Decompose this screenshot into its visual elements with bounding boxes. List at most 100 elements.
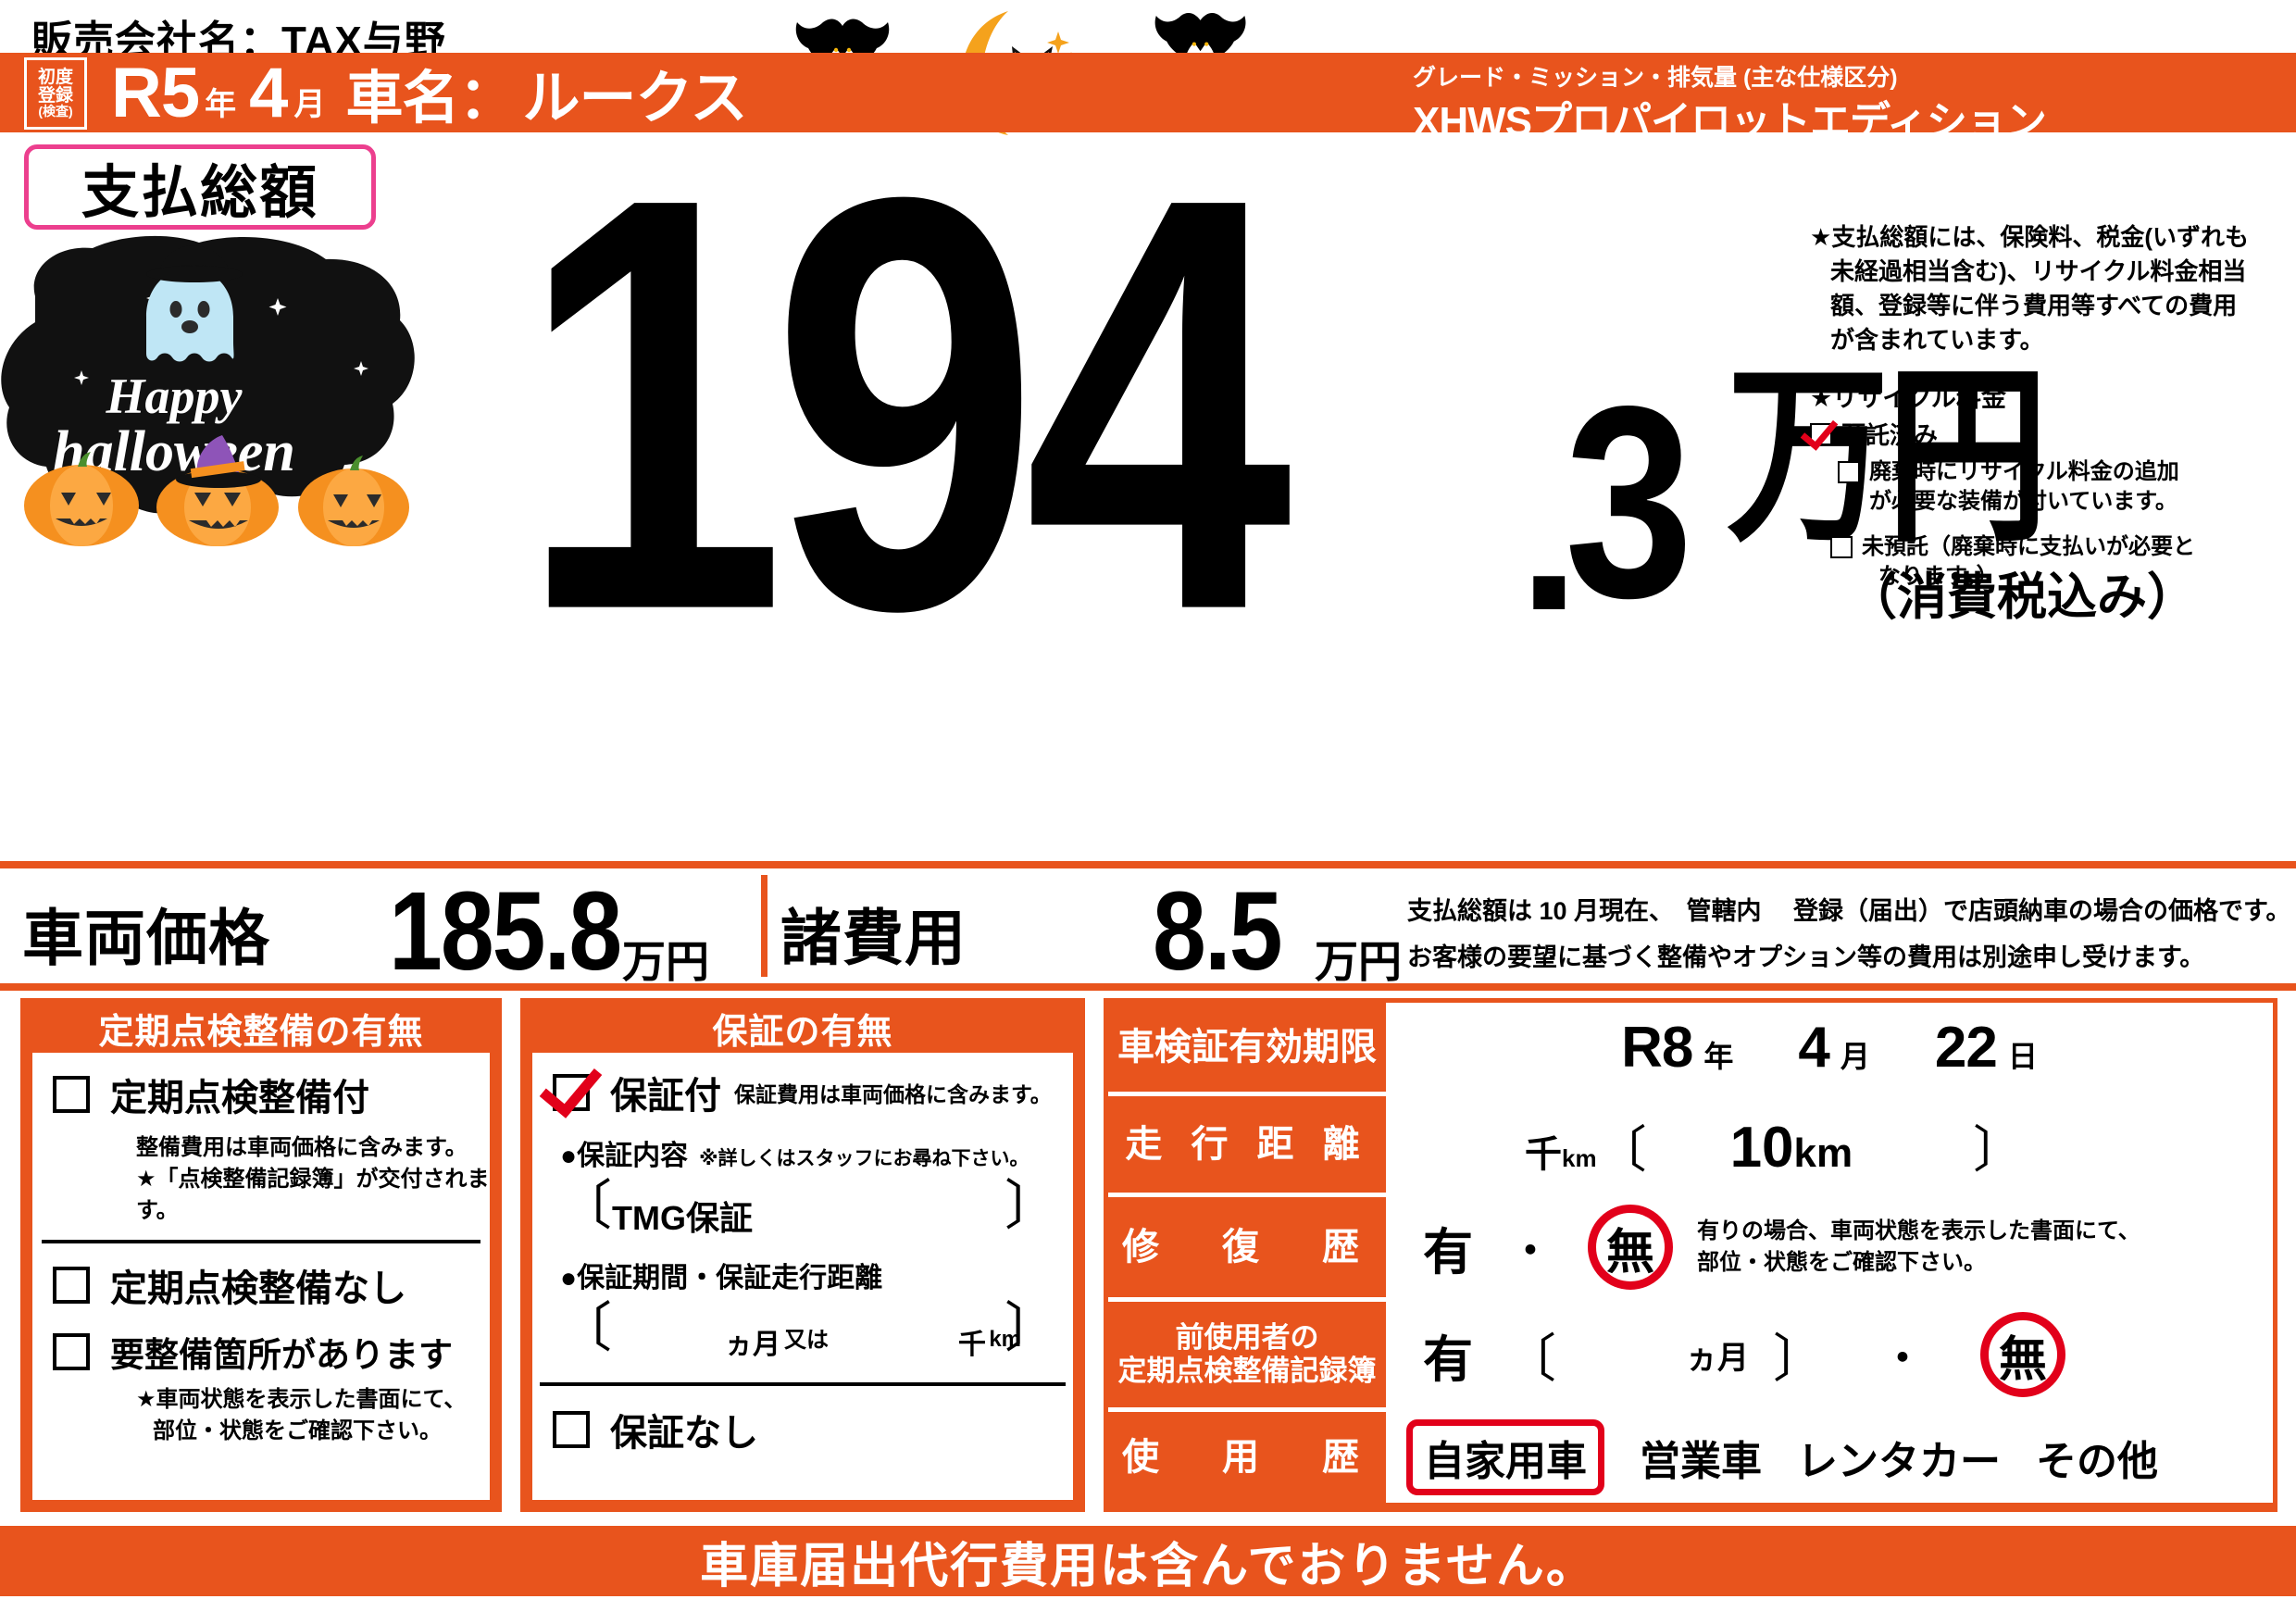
checkbox-icon-inspection-none[interactable]: [53, 1267, 90, 1305]
warranty-none-label: 保証なし: [610, 1413, 758, 1454]
inspection-option-needs-repair-label: 要整備箇所があります: [110, 1336, 453, 1375]
odometer-sen: 千: [1525, 1133, 1562, 1175]
inspection-option-with[interactable]: 定期点検整備付: [32, 1053, 490, 1121]
recycle-option-deposited[interactable]: 預託済み: [1810, 419, 2282, 452]
header-bar: [0, 53, 2296, 132]
shaken-value-cell: R8 年 4 月 22 日: [1386, 1003, 2273, 1092]
checkbox-icon-needs-repair[interactable]: [53, 1333, 90, 1371]
prev-owner-label: 前使用者の 定期点検整備記録簿: [1108, 1302, 1386, 1407]
warranty-or-label: 又は: [784, 1328, 829, 1353]
shaken-day: 22: [1934, 1015, 1998, 1080]
vehicle-price-value: 185.8: [389, 869, 622, 994]
repair-history-note: 有りの場合、車両状態を表示した書面にて、 部位・状態をご確認下さい。: [1697, 1216, 2140, 1278]
warranty-content-bullet: ●保証内容: [560, 1141, 689, 1171]
checkbox-icon-deposited[interactable]: [1810, 422, 1832, 445]
inspection-option-none[interactable]: 定期点検整備なし: [32, 1243, 490, 1312]
odometer-bracket-left: 〔: [1596, 1121, 1647, 1178]
warranty-option-with[interactable]: 保証付 保証費用は車両価格に含みます。: [532, 1053, 1073, 1119]
table-row-odometer: 走 行 距 離 千 km 〔 10 km 〕: [1108, 1096, 2273, 1193]
spec-divider-4: [1108, 1407, 2273, 1412]
note-line2: 未経過相当含む)、リサイクル料金相当: [1830, 256, 2247, 285]
note-line3: 額、登録等に伴う費用等すべての費用: [1830, 291, 2238, 319]
repair-note-line2: 部位・状態をご確認下さい。: [1697, 1250, 1986, 1275]
prev-owner-yes[interactable]: 有: [1423, 1331, 1473, 1388]
repair-note-line1: 有りの場合、車両状態を表示した書面にて、: [1697, 1218, 2140, 1244]
inspection-option-with-note: 整備費用は車両価格に含みます。 ★「点検整備記録簿」が交付されます。: [32, 1121, 490, 1227]
warranty-panel: 保証の有無 保証付 保証費用は車両価格に含みます。 ●保証内容 ※詳しくはスタッ…: [520, 998, 1085, 1512]
recycle-opt3-line1: 未預託（廃棄時に支払いが必要と: [1862, 533, 2195, 559]
shaken-year-unit: 年: [1703, 1039, 1734, 1073]
recycle-opt2-label: 廃棄時にリサイクル料金の追加 が必要な装備が付いています。: [1869, 457, 2179, 518]
pumpkins-icon: [24, 435, 409, 546]
warranty-content-row: ●保証内容 ※詳しくはスタッフにお尋ね下さい。: [532, 1119, 1073, 1173]
odometer-bracket-right: 〕: [1973, 1121, 2024, 1178]
fees-label: 諸費用: [780, 904, 967, 972]
checkbox-icon-extra-equipment[interactable]: [1838, 460, 1860, 483]
grade-block: グレード・ミッション・排気量 (主な仕様区分) XHWSプロパイロットエディショ…: [1283, 53, 2283, 144]
reg-month-unit: 月: [293, 87, 326, 122]
checkbox-icon-not-deposited[interactable]: [1830, 535, 1853, 558]
spec-divider-3: [1108, 1297, 2273, 1302]
total-price-dot: .: [1518, 408, 1580, 656]
registration-and-car-name: R5 年 4 月 車名： ルークス: [111, 48, 748, 137]
warranty-months-unit: ヵ月: [725, 1330, 780, 1360]
warranty-content-value: TMG保証: [612, 1199, 753, 1237]
odometer-value-cell: 千 km 〔 10 km 〕: [1386, 1096, 2273, 1193]
pay-total-badge: 支払総額: [24, 144, 376, 230]
inspection-divider: [42, 1240, 480, 1244]
usage-history-label: 使 用 歴: [1122, 1437, 1372, 1478]
prev-owner-label-line2: 定期点検整備記録簿: [1117, 1355, 1377, 1387]
inspection-needs-repair-note: ★車両状態を表示した書面にて、 部位・状態をご確認下さい。: [32, 1377, 490, 1447]
odometer-value: 千 km 〔 10 km 〕: [1386, 1108, 2273, 1181]
table-row-shaken: 車検証有効期限 R8 年 4 月 22 日: [1108, 1003, 2273, 1092]
badge-line3: (検査): [38, 104, 73, 119]
warranty-option-none[interactable]: 保証なし: [532, 1386, 1073, 1456]
checkbox-icon-inspection-with[interactable]: [53, 1076, 90, 1113]
divider-top: [0, 861, 2296, 868]
odometer-label: 走 行 距 離: [1125, 1124, 1369, 1165]
recycle-option-not-deposited[interactable]: 未預託（廃棄時に支払いが必要と なります。）: [1810, 532, 2282, 593]
note-star: ★: [1810, 223, 1832, 251]
usage-option-private[interactable]: 自家用車: [1406, 1419, 1604, 1495]
reg-year-unit: 年: [205, 87, 237, 122]
warranty-km-unit1: 千: [958, 1330, 986, 1360]
price-row-divider: [761, 875, 767, 977]
odometer-reading-unit: km: [1793, 1130, 1853, 1176]
table-row-repair-history: 修 復 歴 有 ・ 無 有りの場合、車両状態を表示した書面にて、 部位・状態をご…: [1108, 1197, 2273, 1297]
needs-repair-line2: 部位・状態をご確認下さい。: [153, 1418, 442, 1444]
prev-owner-value: 有 〔 ヵ月 〕 ・ 無: [1386, 1312, 2273, 1397]
price-fine-print-line2: お客様の要望に基づく整備やオプション等の費用は別途申し受けます。: [1407, 943, 2205, 971]
badge-line1: 初度: [37, 68, 73, 88]
repair-history-no-selected[interactable]: 無: [1588, 1205, 1673, 1290]
prev-owner-label-line1: 前使用者の: [1175, 1321, 1319, 1355]
note-line4: が含まれています。: [1830, 325, 2044, 354]
inspection-option-needs-repair[interactable]: 要整備箇所があります: [32, 1312, 490, 1377]
vehicle-price-unit: 万円: [622, 937, 709, 986]
usage-option-other[interactable]: その他: [2036, 1439, 2158, 1484]
warranty-km-unit2: km: [989, 1327, 1021, 1352]
prev-owner-no-selected[interactable]: 無: [1980, 1312, 2065, 1397]
bracket-left-icon: 〔: [558, 1176, 613, 1236]
grade-label: グレード・ミッション・排気量 (主な仕様区分): [1413, 65, 1898, 91]
footer-bar: 車庫届出代行費用は含んでおりません。: [0, 1526, 2296, 1596]
warranty-period-bracket: 〔 ヵ月 又は 千 km 〕: [558, 1298, 1058, 1373]
odometer-km-small: km: [1562, 1143, 1597, 1172]
warranty-period-bullet: ●保証期間・保証走行距離: [560, 1263, 883, 1293]
bracket-left-icon-2: 〔: [558, 1298, 613, 1358]
usage-option-commercial[interactable]: 営業車: [1640, 1439, 1762, 1484]
recycle-opt2-line2: が必要な装備が付いています。: [1869, 489, 2177, 515]
checkbox-icon-warranty-with[interactable]: [553, 1074, 590, 1111]
repair-history-yes[interactable]: 有: [1423, 1224, 1473, 1280]
table-row-prev-owner-record: 前使用者の 定期点検整備記録簿 有 〔 ヵ月 〕 ・ 無: [1108, 1302, 2273, 1407]
bracket-right-icon-2: 〕: [1004, 1298, 1058, 1358]
usage-history-options: 自家用車 営業車 レンタカー その他: [1386, 1419, 2273, 1495]
usage-option-rental[interactable]: レンタカー: [1797, 1439, 2001, 1484]
prev-owner-value-cell: 有 〔 ヵ月 〕 ・ 無: [1386, 1302, 2273, 1407]
repair-history-label: 修 復 歴: [1122, 1227, 1372, 1268]
recycle-option-extra-equipment[interactable]: 廃棄時にリサイクル料金の追加 が必要な装備が付いています。: [1810, 457, 2282, 518]
warranty-divider: [540, 1382, 1066, 1386]
note-line1: 支払総額には、保険料、税金(いずれも: [1831, 223, 2249, 251]
checkbox-icon-warranty-none[interactable]: [553, 1411, 590, 1448]
recycle-fee-title: ★リサイクル料金: [1810, 383, 2006, 412]
